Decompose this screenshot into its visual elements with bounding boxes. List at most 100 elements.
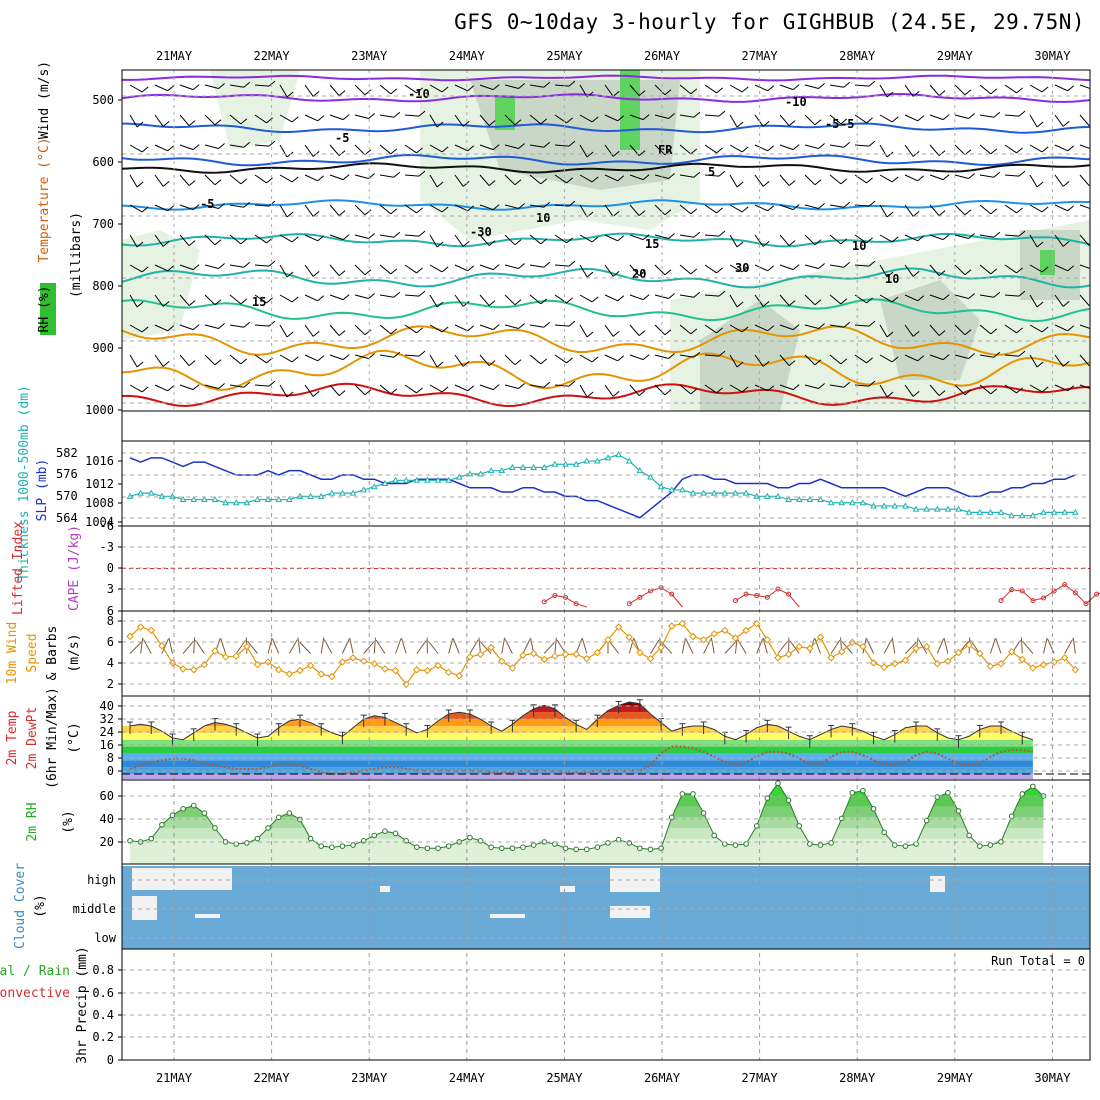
temp-ylabel-unit: (°C) [67, 722, 82, 753]
wind-barb-flag [1036, 121, 1044, 128]
wind-barb [454, 294, 464, 307]
wind-barb [854, 114, 867, 124]
rh-shading [620, 70, 640, 150]
wind-barb-flag [668, 233, 675, 239]
wind-speed-point [147, 626, 155, 635]
wind-barb-flag [716, 147, 723, 154]
wind-barb [129, 641, 142, 654]
wind-barb [936, 638, 944, 654]
wind-barb-flag [964, 329, 972, 336]
wind-barb [479, 144, 494, 151]
wind-barb [729, 234, 738, 248]
wind-barb [204, 114, 216, 126]
wind-barb [354, 234, 369, 239]
wind-barb-flag [312, 331, 320, 337]
wind-barb-flag [736, 121, 744, 128]
wind-barb [279, 324, 288, 338]
wind-barb-flag [418, 350, 426, 357]
temp-contour [122, 349, 1090, 391]
wind-barb [779, 114, 790, 126]
wind-barb [604, 354, 619, 362]
wind-barb [654, 354, 669, 359]
wind-barb [304, 114, 319, 122]
wind-barb [1079, 234, 1090, 246]
wind-barb [354, 354, 369, 359]
pressure-tick: 900 [92, 341, 114, 355]
wind-barb [354, 324, 366, 336]
wind-barb-flag [540, 178, 548, 185]
wind-barb [479, 384, 494, 391]
temp-contour [122, 267, 1090, 289]
wind-barb [629, 354, 644, 361]
wind-barb-flag [418, 170, 426, 177]
wind-barb [979, 384, 992, 395]
thickness-tick: 570 [56, 489, 78, 503]
wind-barb-flag [214, 299, 222, 306]
wind-barb [954, 144, 966, 156]
wind-speed-point [731, 634, 740, 642]
contour-label: -10 [785, 95, 807, 109]
wind-speed-point [221, 653, 230, 661]
cloud-patch [132, 868, 232, 890]
rh-point [275, 814, 282, 821]
wind-barb-flag [268, 140, 276, 147]
wind-barb [529, 384, 544, 388]
wind-barb-flag [690, 328, 698, 335]
wind-barb [679, 264, 692, 275]
wind-speed-point [551, 652, 559, 660]
wind-barb-flag [741, 86, 749, 93]
temp-tick: 24 [100, 725, 114, 739]
thickness-point [190, 496, 198, 503]
temp-tick: 16 [100, 738, 114, 752]
wind-barb-flag [840, 358, 848, 365]
rh-point [679, 791, 686, 797]
wind-barb [479, 264, 494, 271]
wind-barb-flag [136, 181, 144, 188]
thickness-point [721, 489, 729, 496]
wind-speed-point [444, 668, 453, 677]
wind-barb [929, 324, 940, 336]
wind-speed-point [243, 642, 251, 651]
rh-point [838, 815, 845, 822]
wind-barb [272, 638, 280, 654]
wind-barb [279, 264, 288, 278]
wind-barb-flag [141, 86, 149, 93]
wind-barb-flag [566, 237, 573, 244]
panel-frame [121, 440, 1091, 527]
wind-speed-point [933, 660, 941, 668]
wind-barb [429, 144, 443, 153]
wind-barb [685, 638, 694, 654]
wind-barb-flag [642, 114, 650, 120]
wind-barb-flag [266, 297, 273, 304]
rh-point [690, 791, 696, 797]
wind-barb-flag [492, 384, 500, 390]
wind-barb-flag [441, 146, 449, 153]
rh-point [775, 780, 781, 787]
wind-barb [279, 294, 293, 303]
wind-barb-flag [767, 145, 775, 152]
wind-barb [299, 641, 311, 654]
li-tick: 3 [107, 582, 114, 596]
wind-speed-point [381, 665, 389, 673]
precip-label-conv: Convective [0, 986, 70, 1001]
rh-point [477, 838, 484, 844]
wind-barb-flag [586, 151, 594, 158]
wind-barb-flag [617, 295, 625, 302]
wind-barb-flag [917, 355, 925, 362]
wind-speed-point [678, 619, 687, 628]
wind-barb-flag [566, 357, 573, 364]
wind-barb-flag [762, 241, 770, 247]
wind-barb [704, 384, 717, 394]
wind-barb [879, 354, 893, 363]
wind-speed-point [264, 658, 272, 666]
date-label-top: 24MAY [449, 49, 486, 63]
wind-barb [304, 294, 319, 302]
wind-barb [1054, 354, 1064, 367]
dewpoint-line [129, 745, 1034, 775]
cloud-patch [380, 886, 390, 892]
wind-barb [654, 234, 669, 239]
wind-barb-flag [317, 295, 325, 302]
wind-barb [416, 640, 427, 654]
wind-barb-flag [568, 320, 576, 327]
wind-barb [679, 294, 694, 298]
